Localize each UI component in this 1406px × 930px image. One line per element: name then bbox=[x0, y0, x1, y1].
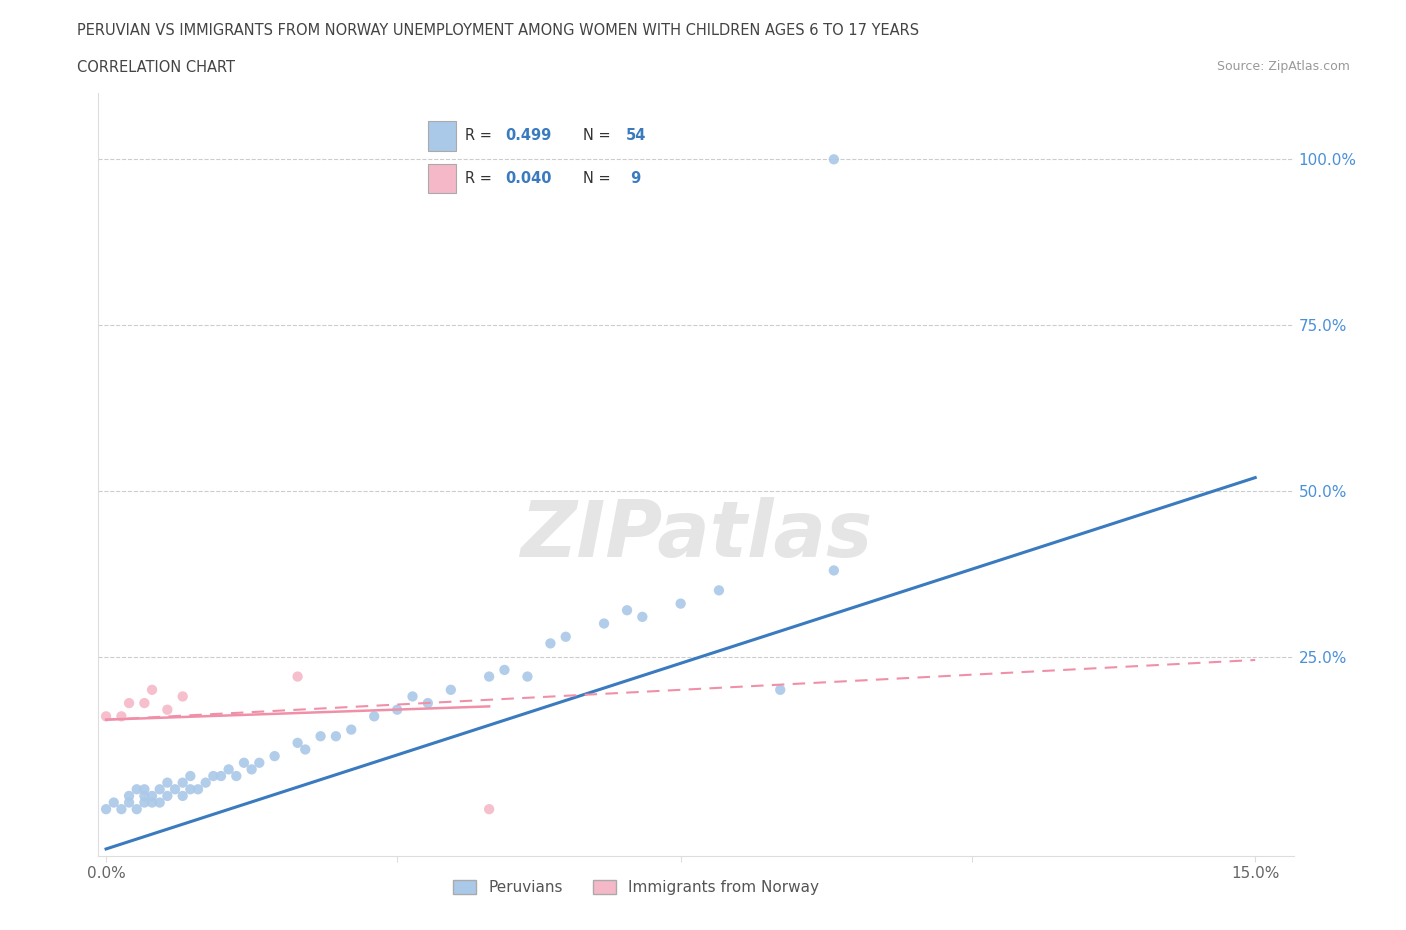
Point bbox=[263, 749, 285, 764]
Text: R =: R = bbox=[465, 171, 496, 186]
Point bbox=[125, 802, 148, 817]
Point bbox=[141, 683, 163, 698]
Point bbox=[156, 776, 179, 790]
Point bbox=[233, 755, 256, 770]
Point bbox=[440, 683, 463, 698]
Text: R =: R = bbox=[465, 128, 496, 143]
Point bbox=[287, 736, 309, 751]
Point bbox=[385, 702, 409, 717]
Point bbox=[225, 768, 247, 783]
Point bbox=[616, 603, 638, 618]
Point bbox=[478, 802, 501, 817]
Text: Source: ZipAtlas.com: Source: ZipAtlas.com bbox=[1216, 60, 1350, 73]
Point bbox=[294, 742, 316, 757]
Point bbox=[134, 795, 156, 810]
Point bbox=[516, 669, 538, 684]
Point bbox=[309, 729, 332, 744]
Point bbox=[494, 662, 516, 677]
Point bbox=[202, 768, 225, 783]
Text: 54: 54 bbox=[626, 128, 647, 143]
Point bbox=[287, 669, 309, 684]
Point bbox=[538, 636, 561, 651]
Point bbox=[134, 782, 156, 797]
Point bbox=[179, 768, 201, 783]
Point bbox=[156, 702, 179, 717]
Point bbox=[149, 795, 172, 810]
Point bbox=[593, 616, 616, 631]
Text: ZIPatlas: ZIPatlas bbox=[520, 498, 872, 573]
Point bbox=[401, 689, 423, 704]
FancyBboxPatch shape bbox=[427, 164, 456, 193]
Point bbox=[141, 795, 163, 810]
Point bbox=[163, 782, 186, 797]
Point bbox=[823, 152, 845, 166]
Point bbox=[134, 789, 156, 804]
Point bbox=[416, 696, 439, 711]
Point bbox=[110, 802, 132, 817]
Point bbox=[194, 776, 217, 790]
Point bbox=[363, 709, 385, 724]
Point bbox=[769, 683, 792, 698]
Point bbox=[125, 782, 148, 797]
Point bbox=[103, 795, 125, 810]
Text: CORRELATION CHART: CORRELATION CHART bbox=[77, 60, 235, 75]
Point bbox=[141, 789, 163, 804]
Legend: Peruvians, Immigrants from Norway: Peruvians, Immigrants from Norway bbox=[447, 874, 825, 901]
Point bbox=[218, 762, 240, 777]
Point bbox=[340, 723, 363, 737]
Point bbox=[94, 709, 117, 724]
Point bbox=[669, 596, 692, 611]
Point bbox=[118, 795, 141, 810]
Point bbox=[554, 630, 576, 644]
Point bbox=[172, 776, 194, 790]
Point bbox=[240, 762, 263, 777]
Point bbox=[149, 782, 172, 797]
Point bbox=[172, 789, 194, 804]
Text: 9: 9 bbox=[626, 171, 641, 186]
Point bbox=[118, 696, 141, 711]
Point bbox=[156, 789, 179, 804]
Point bbox=[187, 782, 209, 797]
FancyBboxPatch shape bbox=[427, 121, 456, 151]
Text: PERUVIAN VS IMMIGRANTS FROM NORWAY UNEMPLOYMENT AMONG WOMEN WITH CHILDREN AGES 6: PERUVIAN VS IMMIGRANTS FROM NORWAY UNEMP… bbox=[77, 23, 920, 38]
Text: N =: N = bbox=[582, 128, 614, 143]
Point bbox=[631, 609, 654, 624]
Text: N =: N = bbox=[582, 171, 614, 186]
Point bbox=[172, 689, 194, 704]
Text: 0.040: 0.040 bbox=[505, 171, 551, 186]
Point bbox=[209, 768, 232, 783]
Text: 0.499: 0.499 bbox=[505, 128, 551, 143]
Point bbox=[247, 755, 270, 770]
Point bbox=[179, 782, 201, 797]
Point bbox=[110, 709, 132, 724]
Point bbox=[325, 729, 347, 744]
Point bbox=[134, 696, 156, 711]
Point bbox=[478, 669, 501, 684]
Point bbox=[823, 563, 845, 578]
Point bbox=[94, 802, 117, 817]
Point bbox=[118, 789, 141, 804]
Point bbox=[707, 583, 730, 598]
